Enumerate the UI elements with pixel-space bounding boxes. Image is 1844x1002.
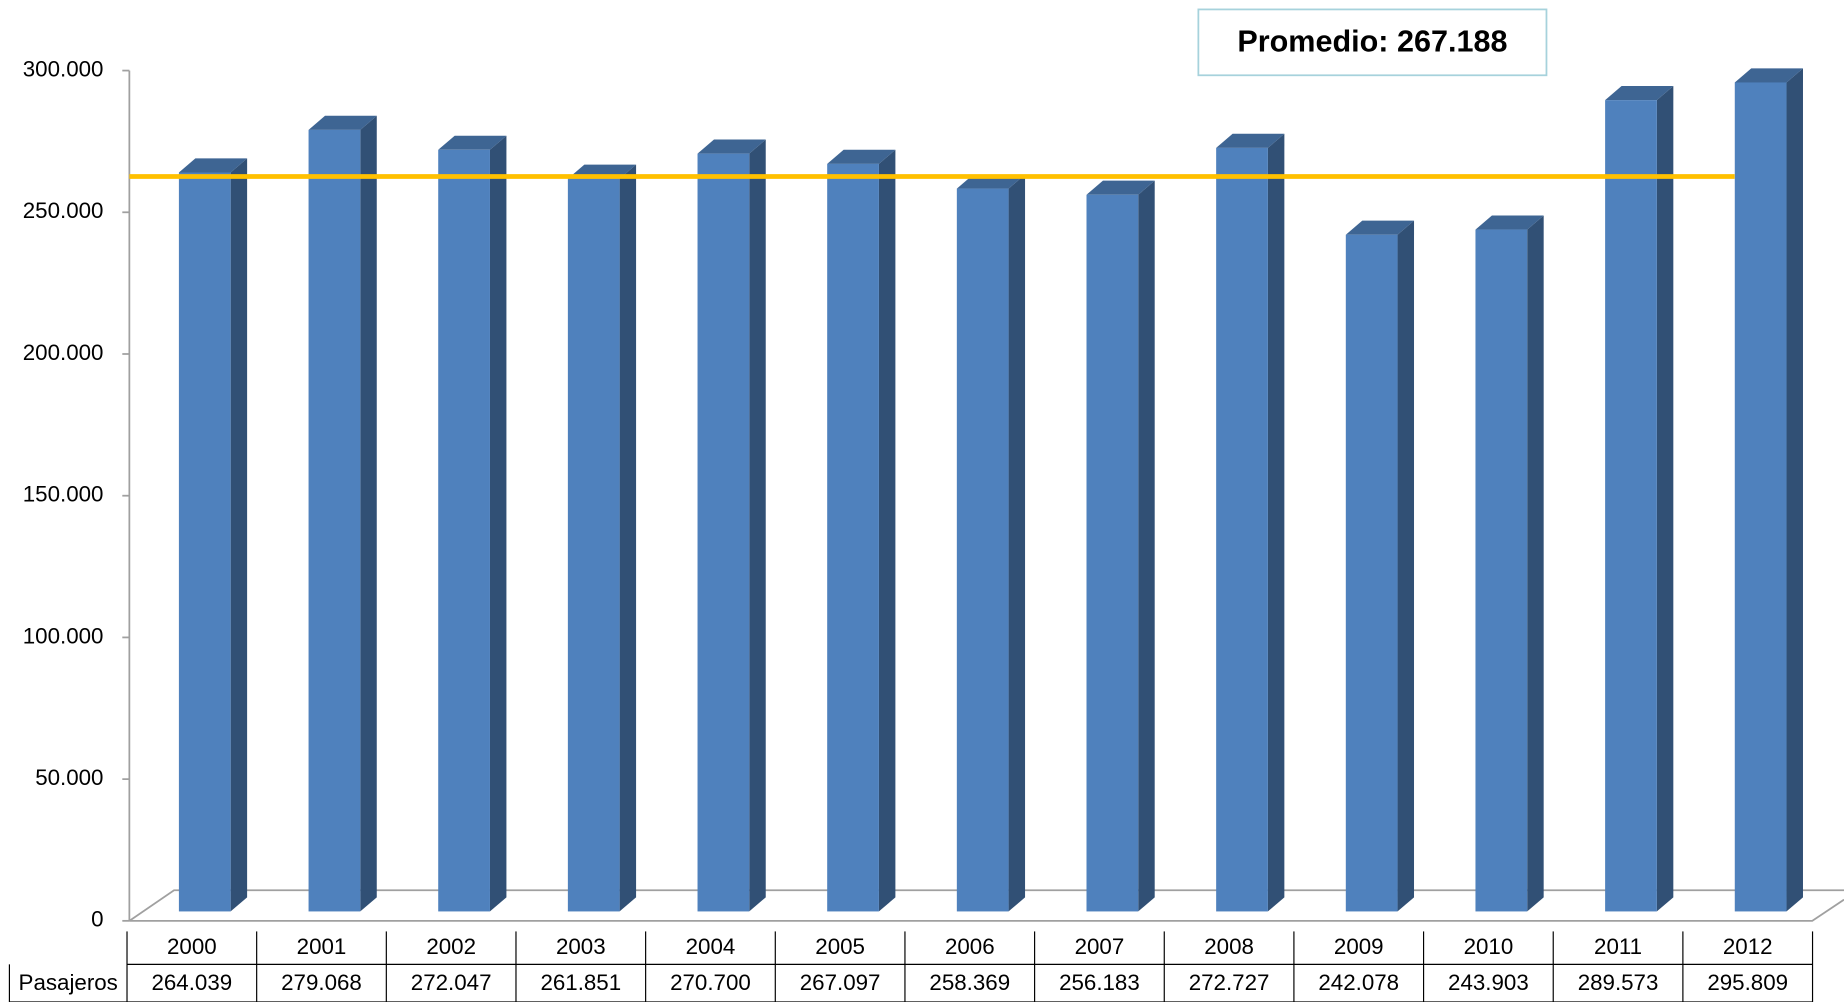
x-tick-label: 2000 [167,934,217,959]
x-tick-label: 2004 [686,934,736,959]
x-tick-label: 2003 [556,934,606,959]
bar [1475,229,1528,912]
value-label: 270.700 [670,970,751,995]
bar [1345,234,1398,912]
bar-side [489,135,507,912]
bar-top [1475,215,1544,230]
bar-top [438,135,507,150]
value-label: 279.068 [281,970,362,995]
bar-side [749,139,766,912]
y-tick-label: 150.000 [23,482,104,507]
x-tick-label: 2012 [1723,934,1773,959]
bar-side [1267,133,1285,912]
value-label: 272.727 [1189,970,1270,995]
x-tick-label: 2009 [1334,934,1384,959]
bar-top [1216,133,1285,148]
value-label: 272.047 [411,970,492,995]
bar-side [1786,68,1803,912]
bar [438,149,490,912]
bar-side [619,164,637,912]
bar-side [1008,174,1026,912]
bar-side [360,115,377,912]
x-tick-label: 2007 [1075,934,1125,959]
bar [1086,194,1139,912]
bar [956,188,1009,912]
y-tick-label: 300.000 [23,56,104,81]
bar-side [1527,215,1544,912]
legend-label: Pasajeros [19,970,118,995]
y-tick-label: 50.000 [35,765,103,790]
bar [1216,147,1268,912]
average-box [1197,8,1548,77]
bar-top [1605,86,1674,101]
value-label: 256.183 [1059,970,1140,995]
bar-top [178,158,248,173]
bar-top [1086,180,1155,195]
value-label: 243.903 [1448,970,1529,995]
value-label: 261.851 [540,970,621,995]
bar-top [697,139,766,154]
value-label: 242.078 [1318,970,1399,995]
value-label: 267.097 [800,970,881,995]
value-label: 264.039 [151,970,232,995]
average-label: Promedio: 267.188 [1237,25,1507,59]
bar [827,163,879,912]
floor-front [129,898,1844,922]
y-tick-label: 100.000 [23,623,104,648]
x-tick-label: 2008 [1204,934,1254,959]
value-label: 258.369 [929,970,1010,995]
x-tick-label: 2001 [297,934,347,959]
bar-side [1656,86,1674,912]
floor [128,889,1844,922]
bar-side [878,149,896,912]
bar [308,129,361,912]
bar [1605,100,1657,912]
bar-side [230,158,248,912]
bar-top [1345,220,1415,235]
bar-side [1397,220,1415,912]
bar-top [827,149,896,164]
value-label: 289.573 [1578,970,1659,995]
bar-top [1734,68,1803,83]
bar [1734,82,1787,912]
x-tick-label: 2005 [815,934,865,959]
bar [567,178,620,912]
bar [178,172,231,912]
bar-top [308,115,377,130]
bar [697,153,750,912]
x-tick-label: 2011 [1594,934,1642,959]
y-tick-label: 0 [91,907,103,932]
y-tick-label: 250.000 [23,198,104,223]
value-label: 295.809 [1707,970,1788,995]
bar-side [1138,180,1155,912]
y-tick-label: 200.000 [23,340,104,365]
x-tick-label: 2002 [426,934,476,959]
x-tick-label: 2006 [945,934,995,959]
x-tick-label: 2010 [1464,934,1514,959]
